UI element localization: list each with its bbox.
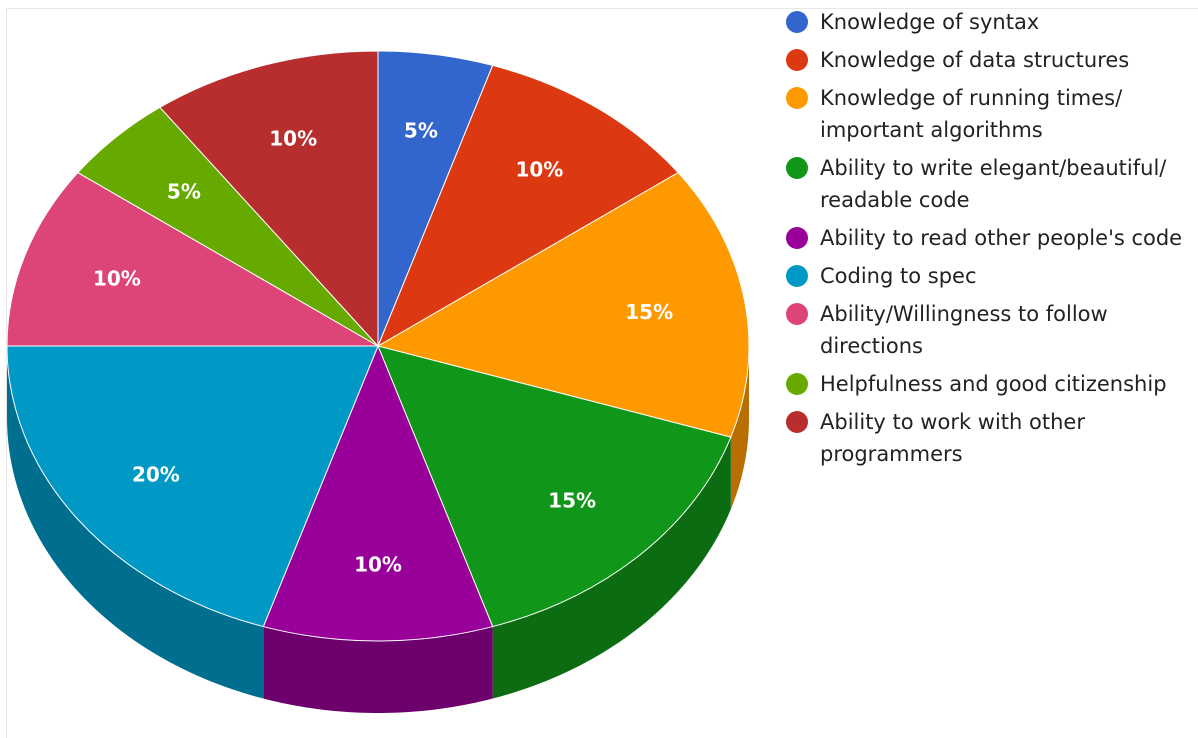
legend-label: Ability to work with other programmers — [820, 410, 1085, 466]
legend-label: Helpfulness and good citizenship — [820, 372, 1167, 396]
legend-label: Ability to read other people's code — [820, 226, 1183, 250]
pie-side-3 — [730, 346, 749, 510]
data-label-7: 10% — [93, 267, 141, 291]
data-label-9: 10% — [269, 126, 317, 150]
legend-swatch — [786, 157, 808, 179]
pie-sides — [7, 346, 749, 713]
legend-label: Ability/Willingness to follow directions — [820, 302, 1108, 358]
pie-side-5 — [263, 626, 493, 713]
chart-frame — [6, 8, 1198, 738]
legend-item-7[interactable]: Ability/Willingness to follow directions — [786, 298, 1196, 362]
pie-slices — [6, 50, 750, 642]
legend-swatch — [786, 303, 808, 325]
legend-swatch — [786, 87, 808, 109]
legend-item-6[interactable]: Coding to spec — [786, 260, 1196, 292]
legend-item-4[interactable]: Ability to write elegant/beautiful/ read… — [786, 152, 1196, 216]
pie-slice-9[interactable] — [159, 50, 379, 348]
legend-label: Coding to spec — [820, 264, 977, 288]
data-label-4: 15% — [548, 488, 596, 512]
data-label-1: 5% — [404, 118, 438, 142]
legend-item-2[interactable]: Knowledge of data structures — [786, 44, 1196, 76]
legend-item-8[interactable]: Helpfulness and good citizenship — [786, 368, 1196, 400]
legend-swatch — [786, 373, 808, 395]
pie-side-4 — [492, 437, 731, 699]
legend-item-5[interactable]: Ability to read other people's code — [786, 222, 1196, 254]
pie-data-labels: 5% 10% 15% 15% 10% 20% 10% 5% 10% — [93, 118, 673, 576]
data-label-3: 15% — [625, 300, 673, 324]
data-label-5: 10% — [354, 552, 402, 576]
legend-swatch — [786, 265, 808, 287]
pie-slice-6[interactable] — [6, 345, 379, 628]
legend-item-1[interactable]: Knowledge of syntax — [786, 6, 1196, 38]
data-label-8: 5% — [167, 180, 201, 204]
data-label-2: 10% — [515, 157, 563, 181]
pie-side-6 — [7, 346, 264, 699]
legend-label: Knowledge of data structures — [820, 48, 1130, 72]
legend-label: Ability to write elegant/beautiful/ read… — [820, 156, 1167, 212]
legend-swatch — [786, 49, 808, 71]
pie-chart: 5% 10% 15% 15% 10% 20% 10% 5% 10% — [6, 50, 750, 713]
legend-swatch — [786, 411, 808, 433]
legend-label: Knowledge of running times/ important al… — [820, 86, 1123, 142]
legend-swatch — [786, 227, 808, 249]
legend-swatch — [786, 11, 808, 33]
pie-slice-3[interactable] — [376, 171, 750, 438]
pie-slice-2[interactable] — [376, 64, 679, 348]
legend-item-9[interactable]: Ability to work with other programmers — [786, 406, 1196, 470]
data-label-6: 20% — [132, 462, 180, 486]
pie-slice-7[interactable] — [6, 171, 380, 347]
pie-slice-4[interactable] — [377, 345, 732, 628]
legend: Knowledge of syntax Knowledge of data str… — [786, 6, 1196, 476]
legend-label: Knowledge of syntax — [820, 10, 1040, 34]
pie-slice-5[interactable] — [262, 344, 494, 642]
legend-item-3[interactable]: Knowledge of running times/ important al… — [786, 82, 1196, 146]
